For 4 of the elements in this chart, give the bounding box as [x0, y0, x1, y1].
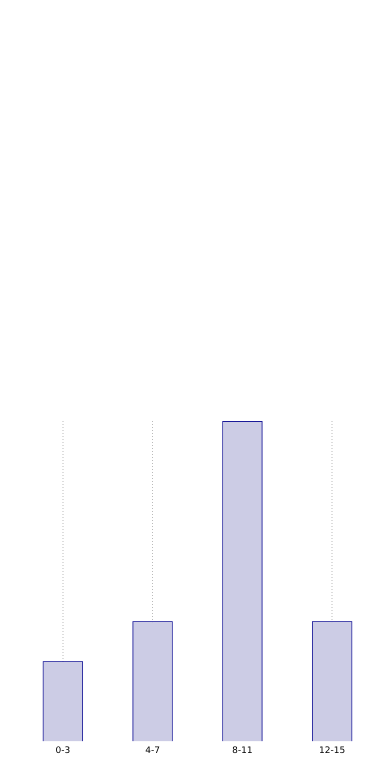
- x-tick-label: 8-11: [232, 746, 253, 756]
- x-tick-label: 12-15: [319, 746, 346, 756]
- x-tick-label: 4-7: [145, 746, 160, 756]
- x-tick-label: 0-3: [56, 746, 70, 756]
